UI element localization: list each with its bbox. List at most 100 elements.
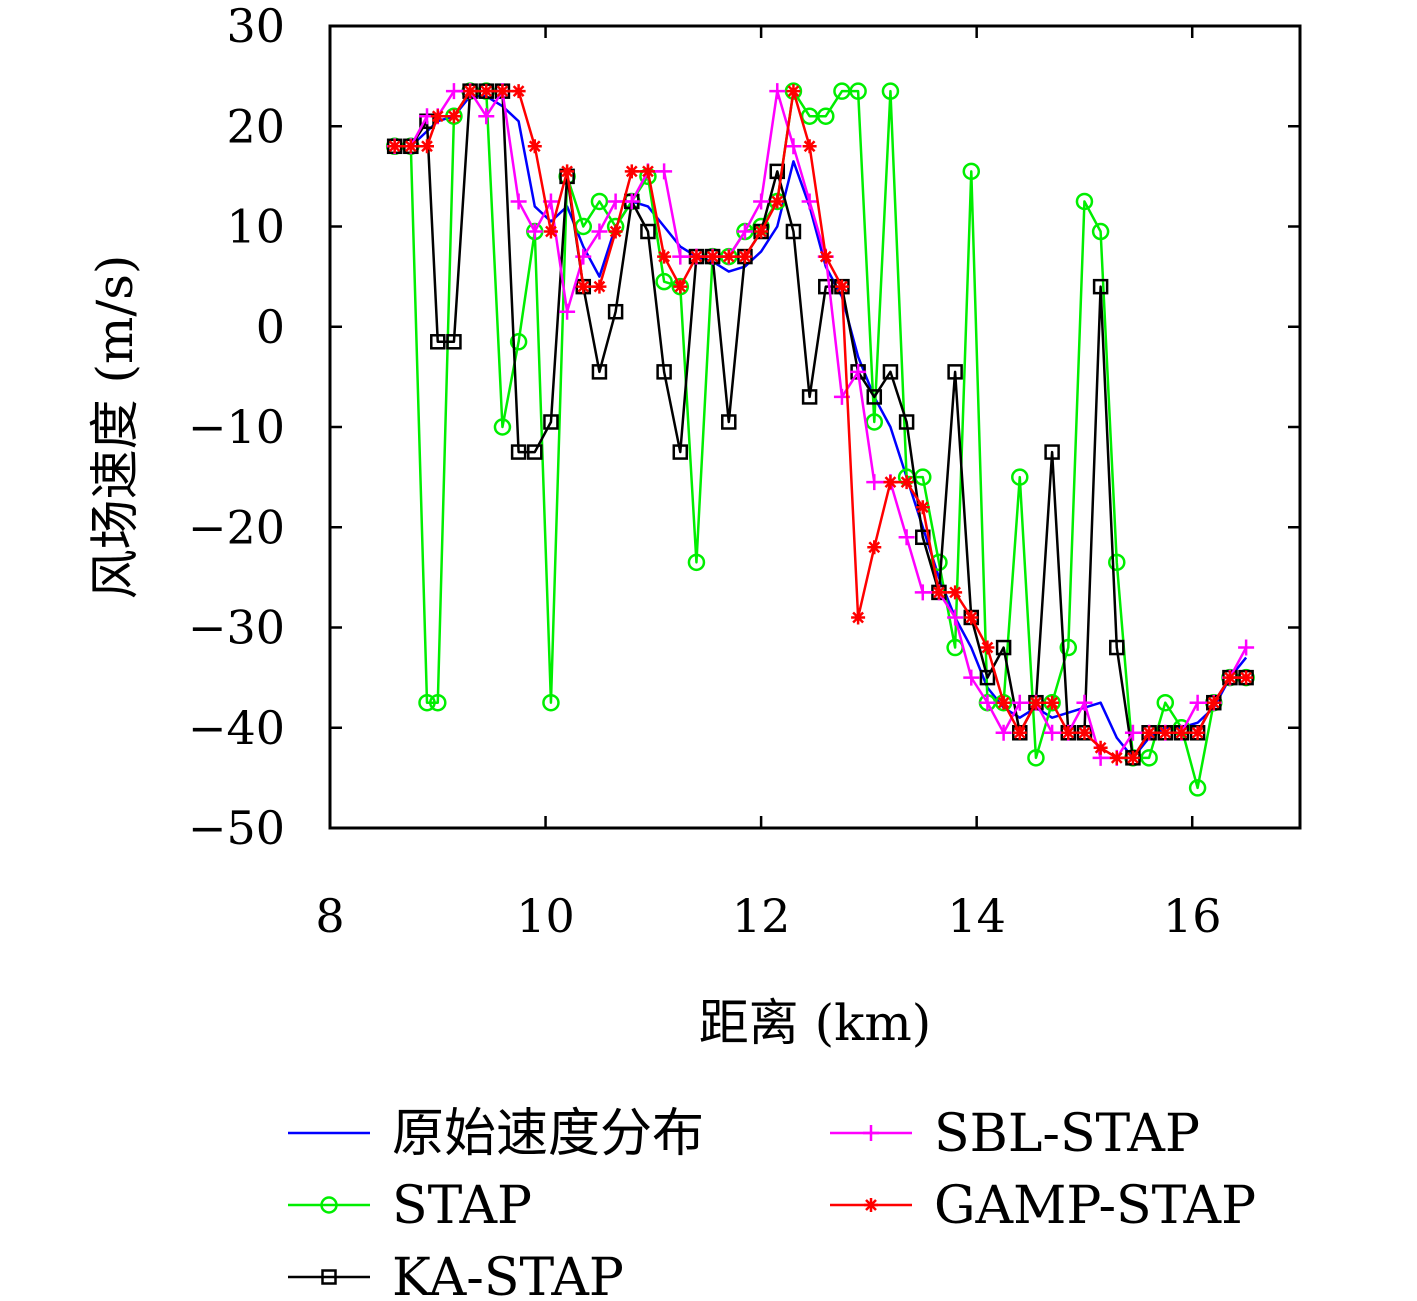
data-point bbox=[818, 278, 834, 295]
y-tick-label: 20 bbox=[226, 99, 285, 153]
data-point bbox=[430, 334, 446, 350]
data-point bbox=[947, 609, 964, 626]
data-point bbox=[591, 223, 608, 240]
data-point bbox=[1044, 444, 1060, 460]
x-tick-label: 8 bbox=[315, 889, 344, 943]
data-point bbox=[1027, 749, 1045, 767]
data-point bbox=[753, 193, 770, 210]
data-point bbox=[866, 389, 883, 405]
y-tick-label: −10 bbox=[188, 400, 285, 454]
data-point bbox=[510, 444, 527, 460]
data-point bbox=[655, 272, 673, 291]
data-point bbox=[980, 640, 995, 655]
y-tick-label: −20 bbox=[188, 500, 285, 554]
data-point bbox=[1028, 695, 1043, 710]
y-tick-label: 10 bbox=[226, 200, 285, 254]
x-axis-label: 距离 (km) bbox=[699, 994, 932, 1052]
data-point bbox=[1222, 670, 1237, 685]
data-point bbox=[608, 224, 623, 239]
data-point bbox=[1174, 725, 1189, 740]
legend-label: 原始速度分布 bbox=[392, 1104, 704, 1164]
data-point bbox=[1108, 553, 1126, 572]
data-point bbox=[478, 108, 495, 125]
data-point bbox=[1190, 725, 1205, 740]
data-point bbox=[687, 553, 706, 572]
data-point bbox=[1011, 694, 1028, 711]
legend-marker bbox=[863, 1125, 879, 1141]
data-point bbox=[770, 194, 785, 209]
data-point bbox=[1124, 724, 1141, 741]
data-point bbox=[1076, 694, 1093, 711]
data-point bbox=[849, 82, 867, 100]
data-point bbox=[463, 84, 478, 99]
data-point bbox=[576, 279, 591, 294]
data-point bbox=[590, 192, 609, 211]
y-axis-label: 风场速度 (m/s) bbox=[86, 255, 144, 600]
data-point bbox=[1238, 639, 1255, 656]
data-point bbox=[1075, 192, 1094, 211]
data-point bbox=[963, 669, 980, 686]
data-point bbox=[721, 414, 737, 430]
data-point bbox=[657, 249, 672, 264]
data-point bbox=[995, 639, 1012, 656]
data-point bbox=[1077, 725, 1092, 740]
data-point bbox=[785, 138, 802, 155]
data-point bbox=[493, 418, 512, 436]
data-point bbox=[736, 223, 753, 240]
data-point bbox=[1109, 639, 1125, 656]
data-point bbox=[996, 695, 1011, 710]
data-point bbox=[817, 107, 835, 125]
data-point bbox=[430, 109, 445, 124]
data-point bbox=[786, 84, 801, 99]
data-point bbox=[754, 224, 769, 239]
data-point bbox=[1045, 695, 1060, 710]
data-point bbox=[591, 364, 608, 380]
data-point bbox=[592, 279, 607, 294]
data-point bbox=[542, 693, 560, 712]
series-line bbox=[394, 94, 1248, 760]
data-point bbox=[1109, 750, 1124, 765]
data-point bbox=[881, 82, 900, 100]
data-point bbox=[495, 84, 510, 99]
legend-label: STAP bbox=[392, 1176, 532, 1236]
data-point bbox=[420, 139, 434, 154]
data-point bbox=[737, 249, 752, 264]
y-tick-label: 30 bbox=[226, 0, 285, 53]
data-point bbox=[1012, 725, 1027, 740]
data-point bbox=[898, 529, 915, 546]
data-point bbox=[947, 364, 963, 380]
legend-label: GAMP-STAP bbox=[934, 1176, 1256, 1236]
data-point bbox=[866, 474, 883, 491]
x-tick-label: 16 bbox=[1163, 889, 1222, 943]
data-point bbox=[429, 693, 447, 712]
data-point bbox=[1206, 695, 1221, 710]
data-point bbox=[721, 249, 736, 264]
data-point bbox=[1140, 749, 1158, 767]
data-point bbox=[994, 693, 1013, 712]
data-point bbox=[1059, 638, 1078, 657]
series-layer bbox=[385, 82, 1255, 797]
data-point bbox=[962, 162, 981, 181]
data-point bbox=[883, 475, 898, 490]
data-point bbox=[1091, 222, 1110, 241]
data-point bbox=[607, 303, 624, 320]
data-point bbox=[509, 333, 528, 351]
legend-label: SBL-STAP bbox=[934, 1104, 1200, 1164]
series-line bbox=[394, 89, 1247, 760]
data-point bbox=[769, 163, 786, 180]
data-point bbox=[898, 414, 915, 430]
data-point bbox=[1156, 693, 1175, 712]
y-tick-label: −40 bbox=[188, 701, 285, 755]
legend-item: GAMP-STAP bbox=[830, 1176, 1256, 1236]
data-point bbox=[1093, 740, 1108, 755]
data-point bbox=[403, 139, 418, 154]
data-point bbox=[979, 669, 996, 686]
legend-marker bbox=[320, 1196, 338, 1214]
data-point bbox=[387, 139, 402, 154]
data-point bbox=[479, 84, 494, 99]
data-point bbox=[1188, 779, 1207, 797]
data-point bbox=[1142, 725, 1157, 740]
data-point bbox=[543, 224, 558, 239]
tick-labels: 8 10 12 14 16 30 20 10 0 −10 −20 −30 −40 −50 bbox=[188, 0, 1222, 943]
